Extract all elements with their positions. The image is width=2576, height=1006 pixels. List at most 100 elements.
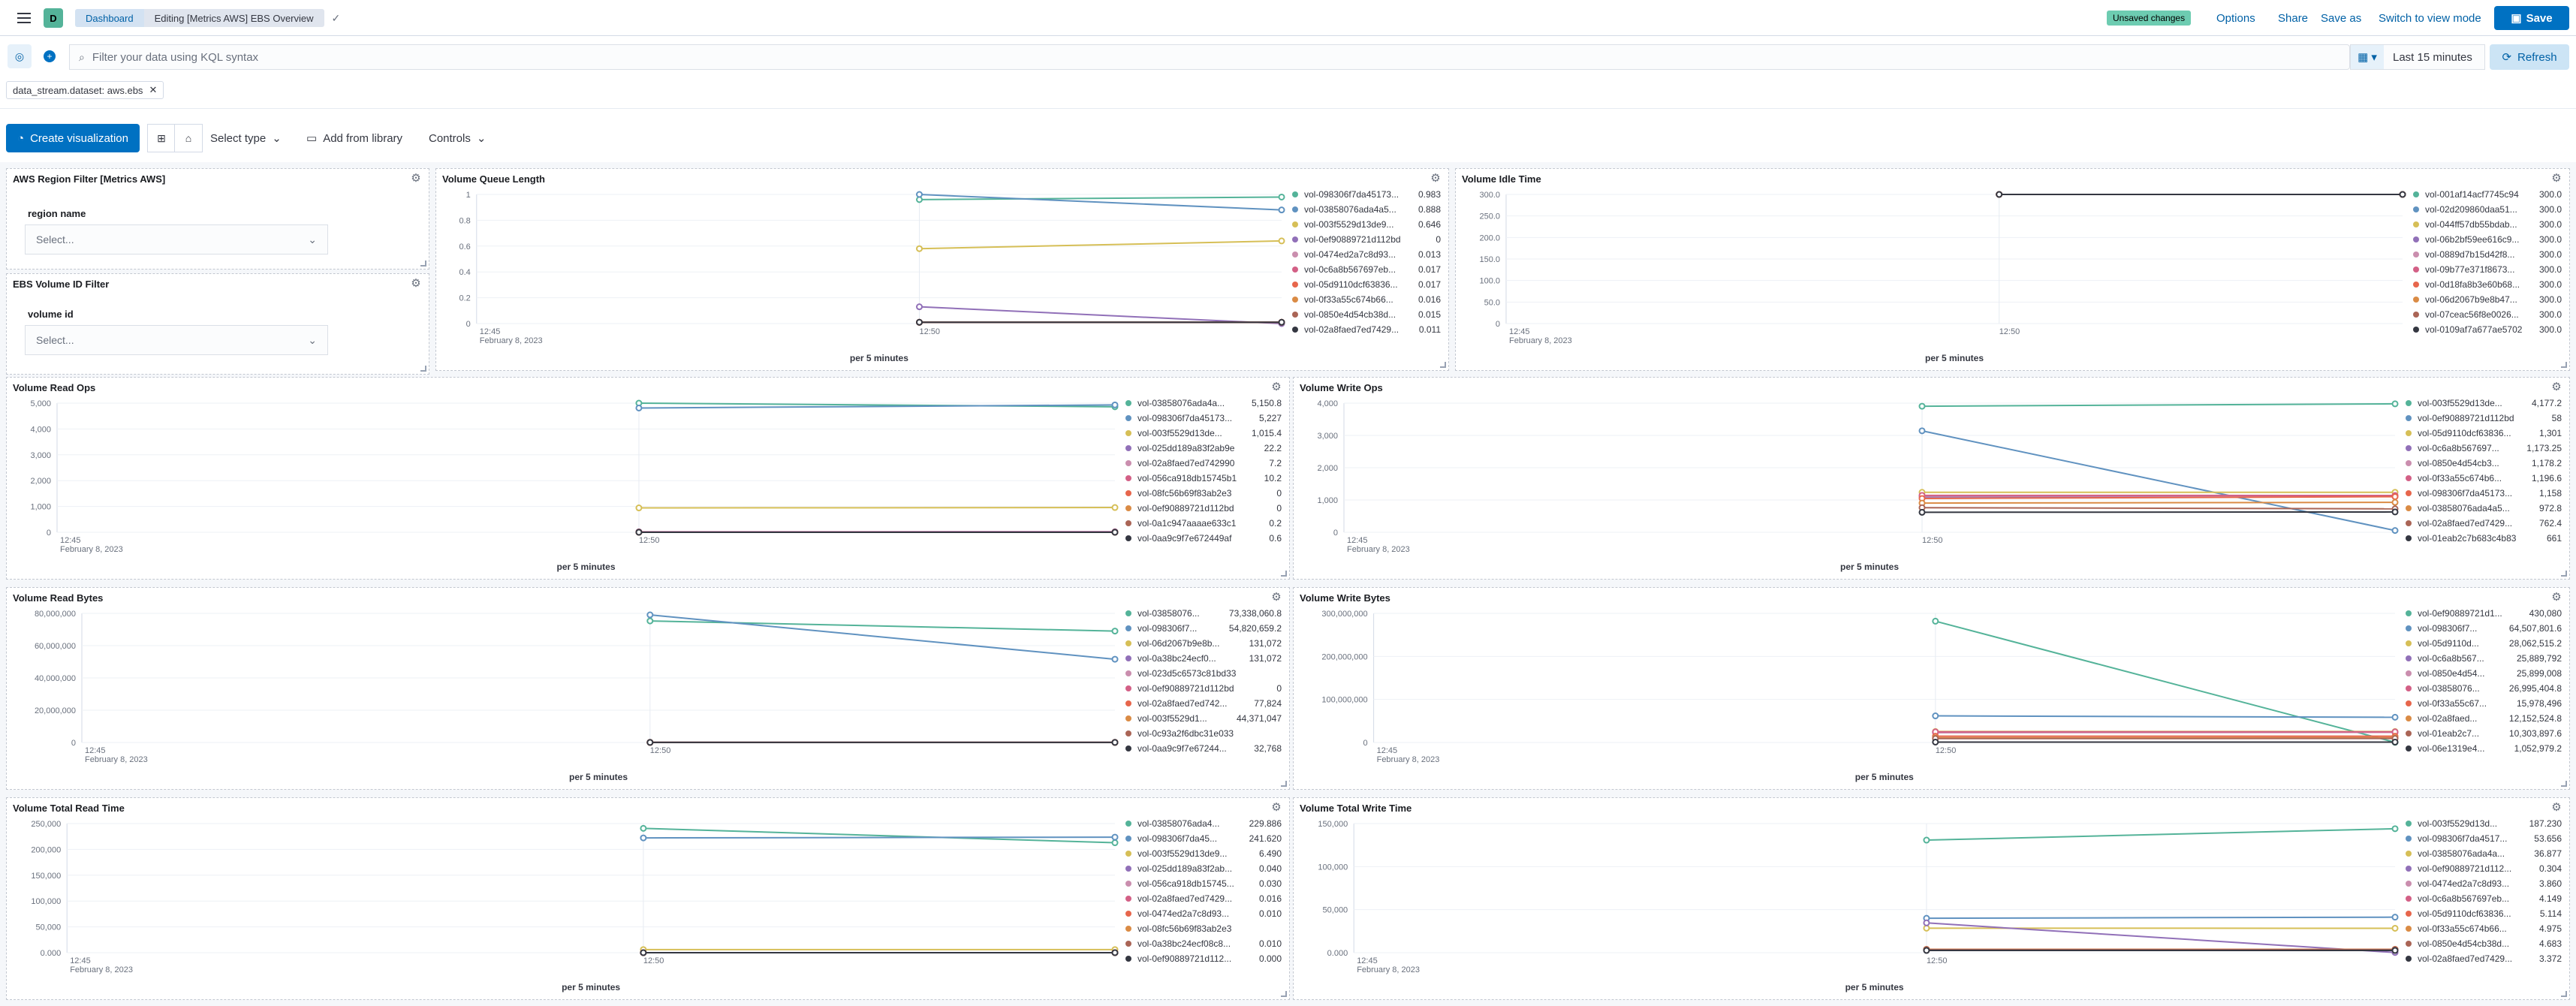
legend-item[interactable]: vol-0f33a55c674b6...	[2418, 473, 2502, 483]
gear-icon[interactable]: ⚙	[1271, 381, 1282, 393]
legend-item[interactable]: vol-0aa9c9f7e672449af	[1137, 533, 1232, 544]
legend-item[interactable]: vol-0109af7a677ae5702	[2425, 324, 2523, 335]
options-link[interactable]: Options	[2216, 11, 2255, 25]
legend-item[interactable]: vol-098306f7da45173...	[1304, 189, 1399, 200]
legend-item[interactable]: vol-03858076...	[1137, 608, 1200, 619]
data-point[interactable]	[916, 191, 923, 198]
legend-item[interactable]: vol-01eab2c7...	[2418, 728, 2479, 739]
legend-item[interactable]: vol-0f33a55c674b66...	[1304, 294, 1393, 305]
legend-item[interactable]: vol-0f33a55c674b66...	[2418, 923, 2507, 934]
legend-item[interactable]: vol-056ca918db15745b1	[1137, 473, 1237, 483]
data-point[interactable]	[1278, 318, 1285, 326]
legend-item[interactable]: vol-02a8faed7ed7429...	[2418, 518, 2512, 529]
legend-item[interactable]: vol-0a38bc24ecf0...	[1137, 653, 1216, 664]
data-point[interactable]	[2391, 924, 2399, 932]
space-avatar[interactable]: D	[44, 8, 63, 28]
legend-item[interactable]: vol-0f33a55c67...	[2418, 698, 2487, 709]
legend-item[interactable]: vol-02a8faed7ed7429...	[1137, 893, 1232, 904]
gear-icon[interactable]: ⚙	[1271, 591, 1282, 604]
data-point[interactable]	[2391, 498, 2399, 506]
data-point[interactable]	[2391, 914, 2399, 921]
add-from-library-button[interactable]: ▭ Add from library	[306, 124, 402, 152]
legend-item[interactable]: vol-001af14acf7745c94	[2425, 189, 2519, 200]
data-point[interactable]	[2391, 400, 2399, 408]
resize-handle[interactable]	[2561, 991, 2567, 997]
data-point[interactable]	[1278, 193, 1285, 200]
legend-item[interactable]: vol-0850e4d54...	[2418, 668, 2484, 679]
data-point[interactable]	[916, 303, 923, 311]
create-visualization-button[interactable]: ◔ Create visualization	[6, 124, 140, 152]
data-point[interactable]	[646, 739, 654, 746]
gear-icon[interactable]: ⚙	[2551, 381, 2562, 393]
legend-item[interactable]: vol-098306f7...	[2418, 623, 2477, 634]
data-point[interactable]	[635, 404, 643, 411]
data-point[interactable]	[640, 834, 647, 842]
legend-item[interactable]: vol-0850e4d54cb38d...	[1304, 309, 1396, 320]
resize-handle[interactable]	[1440, 362, 1446, 368]
data-point[interactable]	[2399, 191, 2406, 198]
data-point[interactable]	[2391, 825, 2399, 833]
resize-handle[interactable]	[420, 261, 426, 267]
legend-item[interactable]: vol-02d209860daa51...	[2425, 204, 2517, 215]
legend-item[interactable]: vol-0850e4d54cb38d...	[2418, 938, 2509, 949]
legend-item[interactable]: vol-003f5529d13de...	[2418, 398, 2502, 408]
legend-item[interactable]: vol-0c6a8b567...	[2418, 653, 2484, 664]
region-name-select[interactable]: Select... ⌄	[25, 224, 328, 255]
gear-icon[interactable]: ⚙	[411, 172, 421, 185]
legend-item[interactable]: vol-0850e4d54cb3...	[2418, 458, 2499, 468]
legend-item[interactable]: vol-0ef90889721d1...	[2418, 608, 2502, 619]
data-point[interactable]	[1918, 508, 1926, 516]
resize-handle[interactable]	[2561, 781, 2567, 787]
data-point[interactable]	[2391, 738, 2399, 745]
data-point[interactable]	[1111, 839, 1119, 847]
breadcrumb-dashboard[interactable]: Dashboard	[75, 9, 144, 27]
legend-item[interactable]: vol-07ceac56f8e0026...	[2425, 309, 2519, 320]
switch-view-mode-link[interactable]: Switch to view mode	[2379, 11, 2481, 25]
date-picker[interactable]: ▦ ▾ Last 15 minutes	[2350, 44, 2485, 70]
save-as-link[interactable]: Save as	[2321, 11, 2362, 25]
resize-handle[interactable]	[2561, 571, 2567, 577]
data-point[interactable]	[1918, 427, 1926, 435]
resize-handle[interactable]	[1281, 991, 1287, 997]
data-point[interactable]	[646, 617, 654, 625]
legend-item[interactable]: vol-0c93a2f6dbc31e033	[1137, 728, 1234, 739]
data-point[interactable]	[1932, 738, 1939, 745]
data-point[interactable]	[2391, 493, 2399, 501]
legend-item[interactable]: vol-03858076...	[2418, 683, 2480, 694]
data-point[interactable]	[2391, 947, 2399, 954]
data-point[interactable]	[640, 949, 647, 956]
legend-item[interactable]: vol-05d9110d...	[2418, 638, 2479, 649]
add-filter-icon[interactable]: +	[38, 44, 62, 68]
data-point[interactable]	[1932, 712, 1939, 720]
legend-item[interactable]: vol-025dd189a83f2ab...	[1137, 863, 1232, 874]
legend-item[interactable]: vol-08fc56b69f83ab2e3	[1137, 923, 1232, 934]
markdown-icon[interactable]: ⌂	[174, 124, 203, 152]
legend-item[interactable]: vol-003f5529d13de9...	[1304, 219, 1393, 230]
filter-pill[interactable]: data_stream.dataset: aws.ebs ✕	[6, 81, 164, 99]
data-point[interactable]	[646, 611, 654, 619]
legend-item[interactable]: vol-023d5c6573c81bd33	[1137, 668, 1237, 679]
legend-item[interactable]: vol-0ef90889721d112bd	[1137, 683, 1234, 694]
legend-item[interactable]: vol-0ef90889721d112bd	[1304, 234, 1401, 245]
legend-item[interactable]: vol-0889d7b15d42f8...	[2425, 249, 2514, 260]
legend-item[interactable]: vol-03858076ada4a5...	[1304, 204, 1396, 215]
legend-item[interactable]: vol-003f5529d1...	[1137, 713, 1207, 724]
legend-item[interactable]: vol-03858076ada4a5...	[2418, 503, 2510, 514]
legend-item[interactable]: vol-02a8faed7ed742990	[1137, 458, 1235, 468]
legend-item[interactable]: vol-02a8faed...	[2418, 713, 2477, 724]
data-point[interactable]	[1111, 655, 1119, 663]
resize-handle[interactable]	[2561, 362, 2567, 368]
legend-item[interactable]: vol-02a8faed7ed742...	[1137, 698, 1227, 709]
data-point[interactable]	[1923, 836, 1930, 844]
legend-item[interactable]: vol-0a38bc24ecf08c8...	[1137, 938, 1231, 949]
legend-item[interactable]: vol-0ef90889721d112...	[1137, 953, 1231, 964]
lens-icon[interactable]: ⊞	[147, 124, 176, 152]
legend-item[interactable]: vol-003f5529d13de...	[1137, 428, 1222, 438]
data-point[interactable]	[635, 529, 643, 536]
legend-item[interactable]: vol-0aa9c9f7e67244...	[1137, 743, 1227, 754]
data-point[interactable]	[1923, 924, 1930, 932]
kql-search-input[interactable]: ⌕ Filter your data using KQL syntax	[69, 44, 2350, 70]
volume-id-select[interactable]: Select... ⌄	[25, 325, 328, 355]
legend-item[interactable]: vol-05d9110dcf63836...	[2418, 908, 2511, 919]
data-point[interactable]	[1932, 617, 1939, 625]
